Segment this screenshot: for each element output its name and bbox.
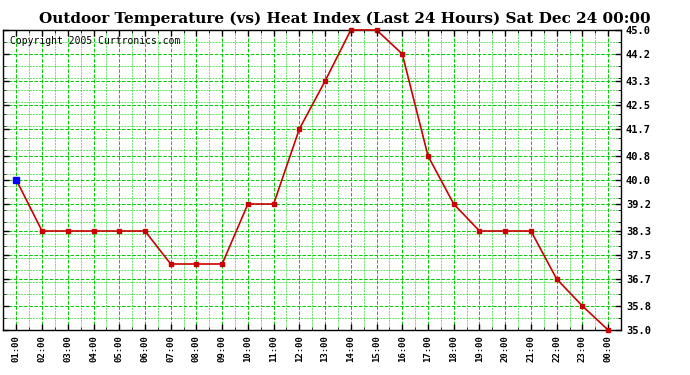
Text: Copyright 2005 Curtronics.com: Copyright 2005 Curtronics.com [10, 36, 180, 46]
Text: Outdoor Temperature (vs) Heat Index (Last 24 Hours) Sat Dec 24 00:00: Outdoor Temperature (vs) Heat Index (Las… [39, 11, 651, 26]
